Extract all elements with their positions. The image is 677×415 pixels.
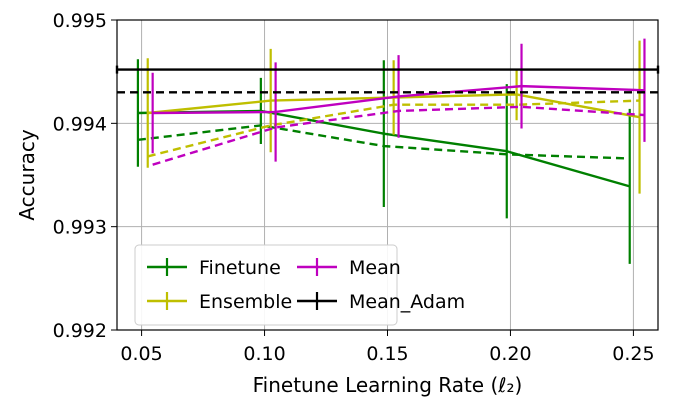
x-tick-label: 0.10 <box>243 343 285 365</box>
legend-box <box>134 244 398 326</box>
y-tick-label: 0.995 <box>53 10 107 32</box>
x-axis-label: Finetune Learning Rate (ℓ₂) <box>253 373 523 397</box>
y-axis-label: Accuracy <box>15 129 39 220</box>
mean-dashed-line <box>152 105 645 166</box>
y-tick-label: 0.994 <box>53 113 107 135</box>
legend-label-ensemble: Ensemble <box>199 291 292 313</box>
series-layer <box>115 38 660 264</box>
y-tick-label: 0.993 <box>53 217 107 239</box>
legend-label-finetune: Finetune <box>199 257 281 279</box>
y-tick-label: 0.992 <box>53 320 107 342</box>
finetune-dashed-line <box>137 124 630 160</box>
legend-label-mean-adam: Mean_Adam <box>349 291 465 313</box>
x-tick-label: 0.25 <box>612 343 654 365</box>
ensemble-dashed-line <box>147 99 640 158</box>
legend-label-mean: Mean <box>349 257 401 279</box>
x-tick-label: 0.15 <box>366 343 408 365</box>
axis-ticks: 0.05 0.10 0.15 0.20 0.25 0.992 0.993 0.994 0.995 <box>53 10 655 365</box>
x-tick-label: 0.05 <box>120 343 162 365</box>
legend: Finetune Ensemble Mean Mean_Adam <box>134 244 465 326</box>
x-tick-label: 0.20 <box>489 343 531 365</box>
